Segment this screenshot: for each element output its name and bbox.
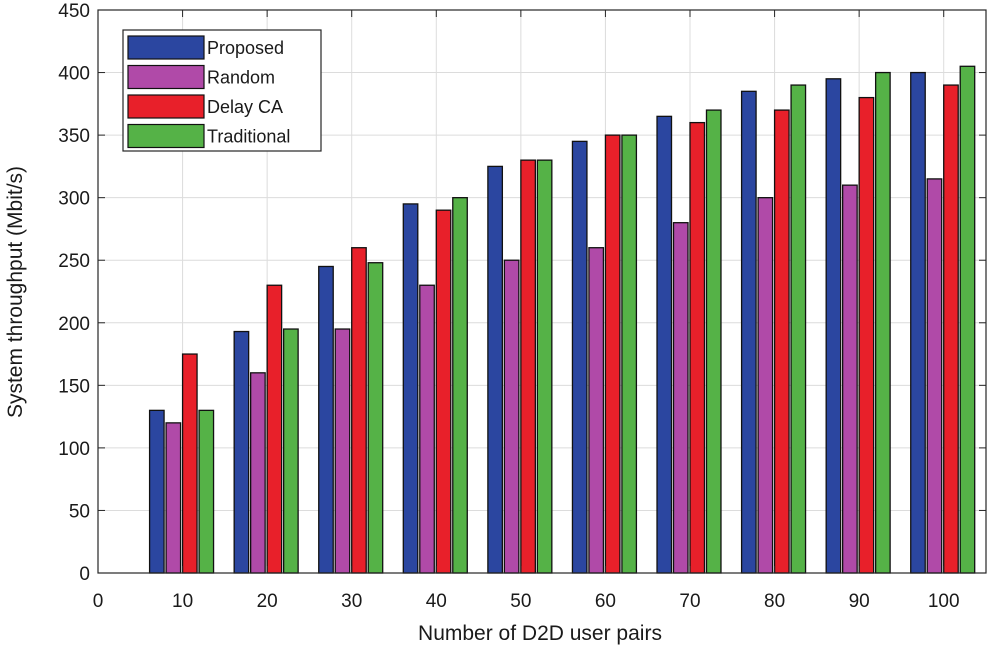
x-tick-label: 80	[764, 591, 785, 612]
bar-traditional	[959, 65, 976, 574]
bar-delay-ca	[351, 247, 367, 574]
bar-random	[842, 184, 858, 574]
y-tick-label: 350	[58, 126, 90, 147]
bar-traditional	[282, 328, 299, 574]
bar-random	[926, 178, 943, 574]
y-tick-label: 250	[58, 251, 90, 272]
bar-delay-ca	[858, 96, 875, 574]
axis-ticks: 0 50 100 150 200 250 300 350 400 450 0 10 20 30 40 50 60…	[58, 1, 986, 612]
legend-swatch	[127, 35, 205, 60]
bar-delay-ca	[689, 121, 706, 574]
y-tick-label: 450	[58, 1, 90, 22]
bar-random	[503, 259, 520, 574]
legend-swatch	[127, 123, 205, 149]
bar-traditional	[790, 84, 807, 574]
bar-random	[757, 197, 774, 574]
bar-proposed	[487, 165, 504, 574]
bar-delay-ca	[773, 109, 790, 574]
bar-traditional	[367, 262, 384, 574]
bar-delay-ca	[604, 134, 621, 574]
bar-traditional	[536, 159, 553, 574]
bar-traditional	[198, 409, 215, 574]
legend: Proposed Random Delay CA Traditional	[122, 29, 322, 152]
x-tick-label: 90	[849, 591, 870, 612]
x-tick-label: 70	[679, 591, 700, 612]
bar-traditional	[705, 109, 722, 574]
plot-frame	[97, 9, 987, 574]
bar-proposed	[402, 203, 419, 574]
x-tick-label: 10	[172, 591, 193, 612]
y-tick-label: 400	[58, 64, 90, 85]
y-tick-label: 0	[79, 564, 90, 585]
bar-proposed	[910, 71, 926, 574]
bar-delay-ca	[266, 284, 283, 574]
bar-delay-ca	[435, 209, 452, 574]
y-tick-label: 200	[58, 314, 90, 335]
bar-proposed	[148, 409, 165, 574]
bar-proposed	[656, 115, 673, 574]
legend-label: Proposed	[207, 38, 284, 58]
legend-swatch	[127, 94, 205, 119]
legend-swatch	[127, 64, 205, 90]
bar-proposed	[825, 78, 842, 574]
bar-random	[165, 422, 182, 574]
x-tick-label: 50	[510, 591, 531, 612]
bar-traditional	[621, 134, 638, 574]
x-tick-label: 40	[426, 591, 447, 612]
bar-random	[334, 328, 351, 574]
bar-proposed	[571, 140, 588, 574]
bar-proposed	[233, 330, 250, 574]
y-axis-title: System throughput (Mbit/s)	[4, 166, 27, 418]
bar-random	[250, 372, 266, 574]
bar-proposed	[318, 265, 334, 574]
x-tick-label: 0	[93, 591, 104, 612]
y-tick-label: 100	[58, 439, 90, 460]
y-tick-label: 150	[58, 376, 90, 397]
bar-random	[588, 247, 605, 574]
x-tick-label: 60	[595, 591, 616, 612]
y-tick-label: 300	[58, 189, 90, 210]
legend-label: Delay CA	[207, 97, 283, 117]
x-tick-label: 30	[341, 591, 362, 612]
bar-random	[419, 284, 435, 574]
bar-random	[672, 222, 689, 574]
bar-delay-ca	[943, 84, 959, 574]
bar-delay-ca	[520, 159, 536, 574]
x-axis-title: Number of D2D user pairs	[418, 622, 662, 645]
legend-label: Random	[207, 68, 275, 88]
bar-traditional	[874, 71, 891, 574]
y-tick-label: 50	[69, 501, 90, 522]
bar-proposed	[740, 90, 757, 574]
bar-delay-ca	[181, 353, 198, 574]
x-tick-label: 20	[257, 591, 278, 612]
x-tick-label: 100	[928, 591, 960, 612]
legend-label: Traditional	[207, 127, 290, 147]
bar-traditional	[452, 197, 468, 574]
